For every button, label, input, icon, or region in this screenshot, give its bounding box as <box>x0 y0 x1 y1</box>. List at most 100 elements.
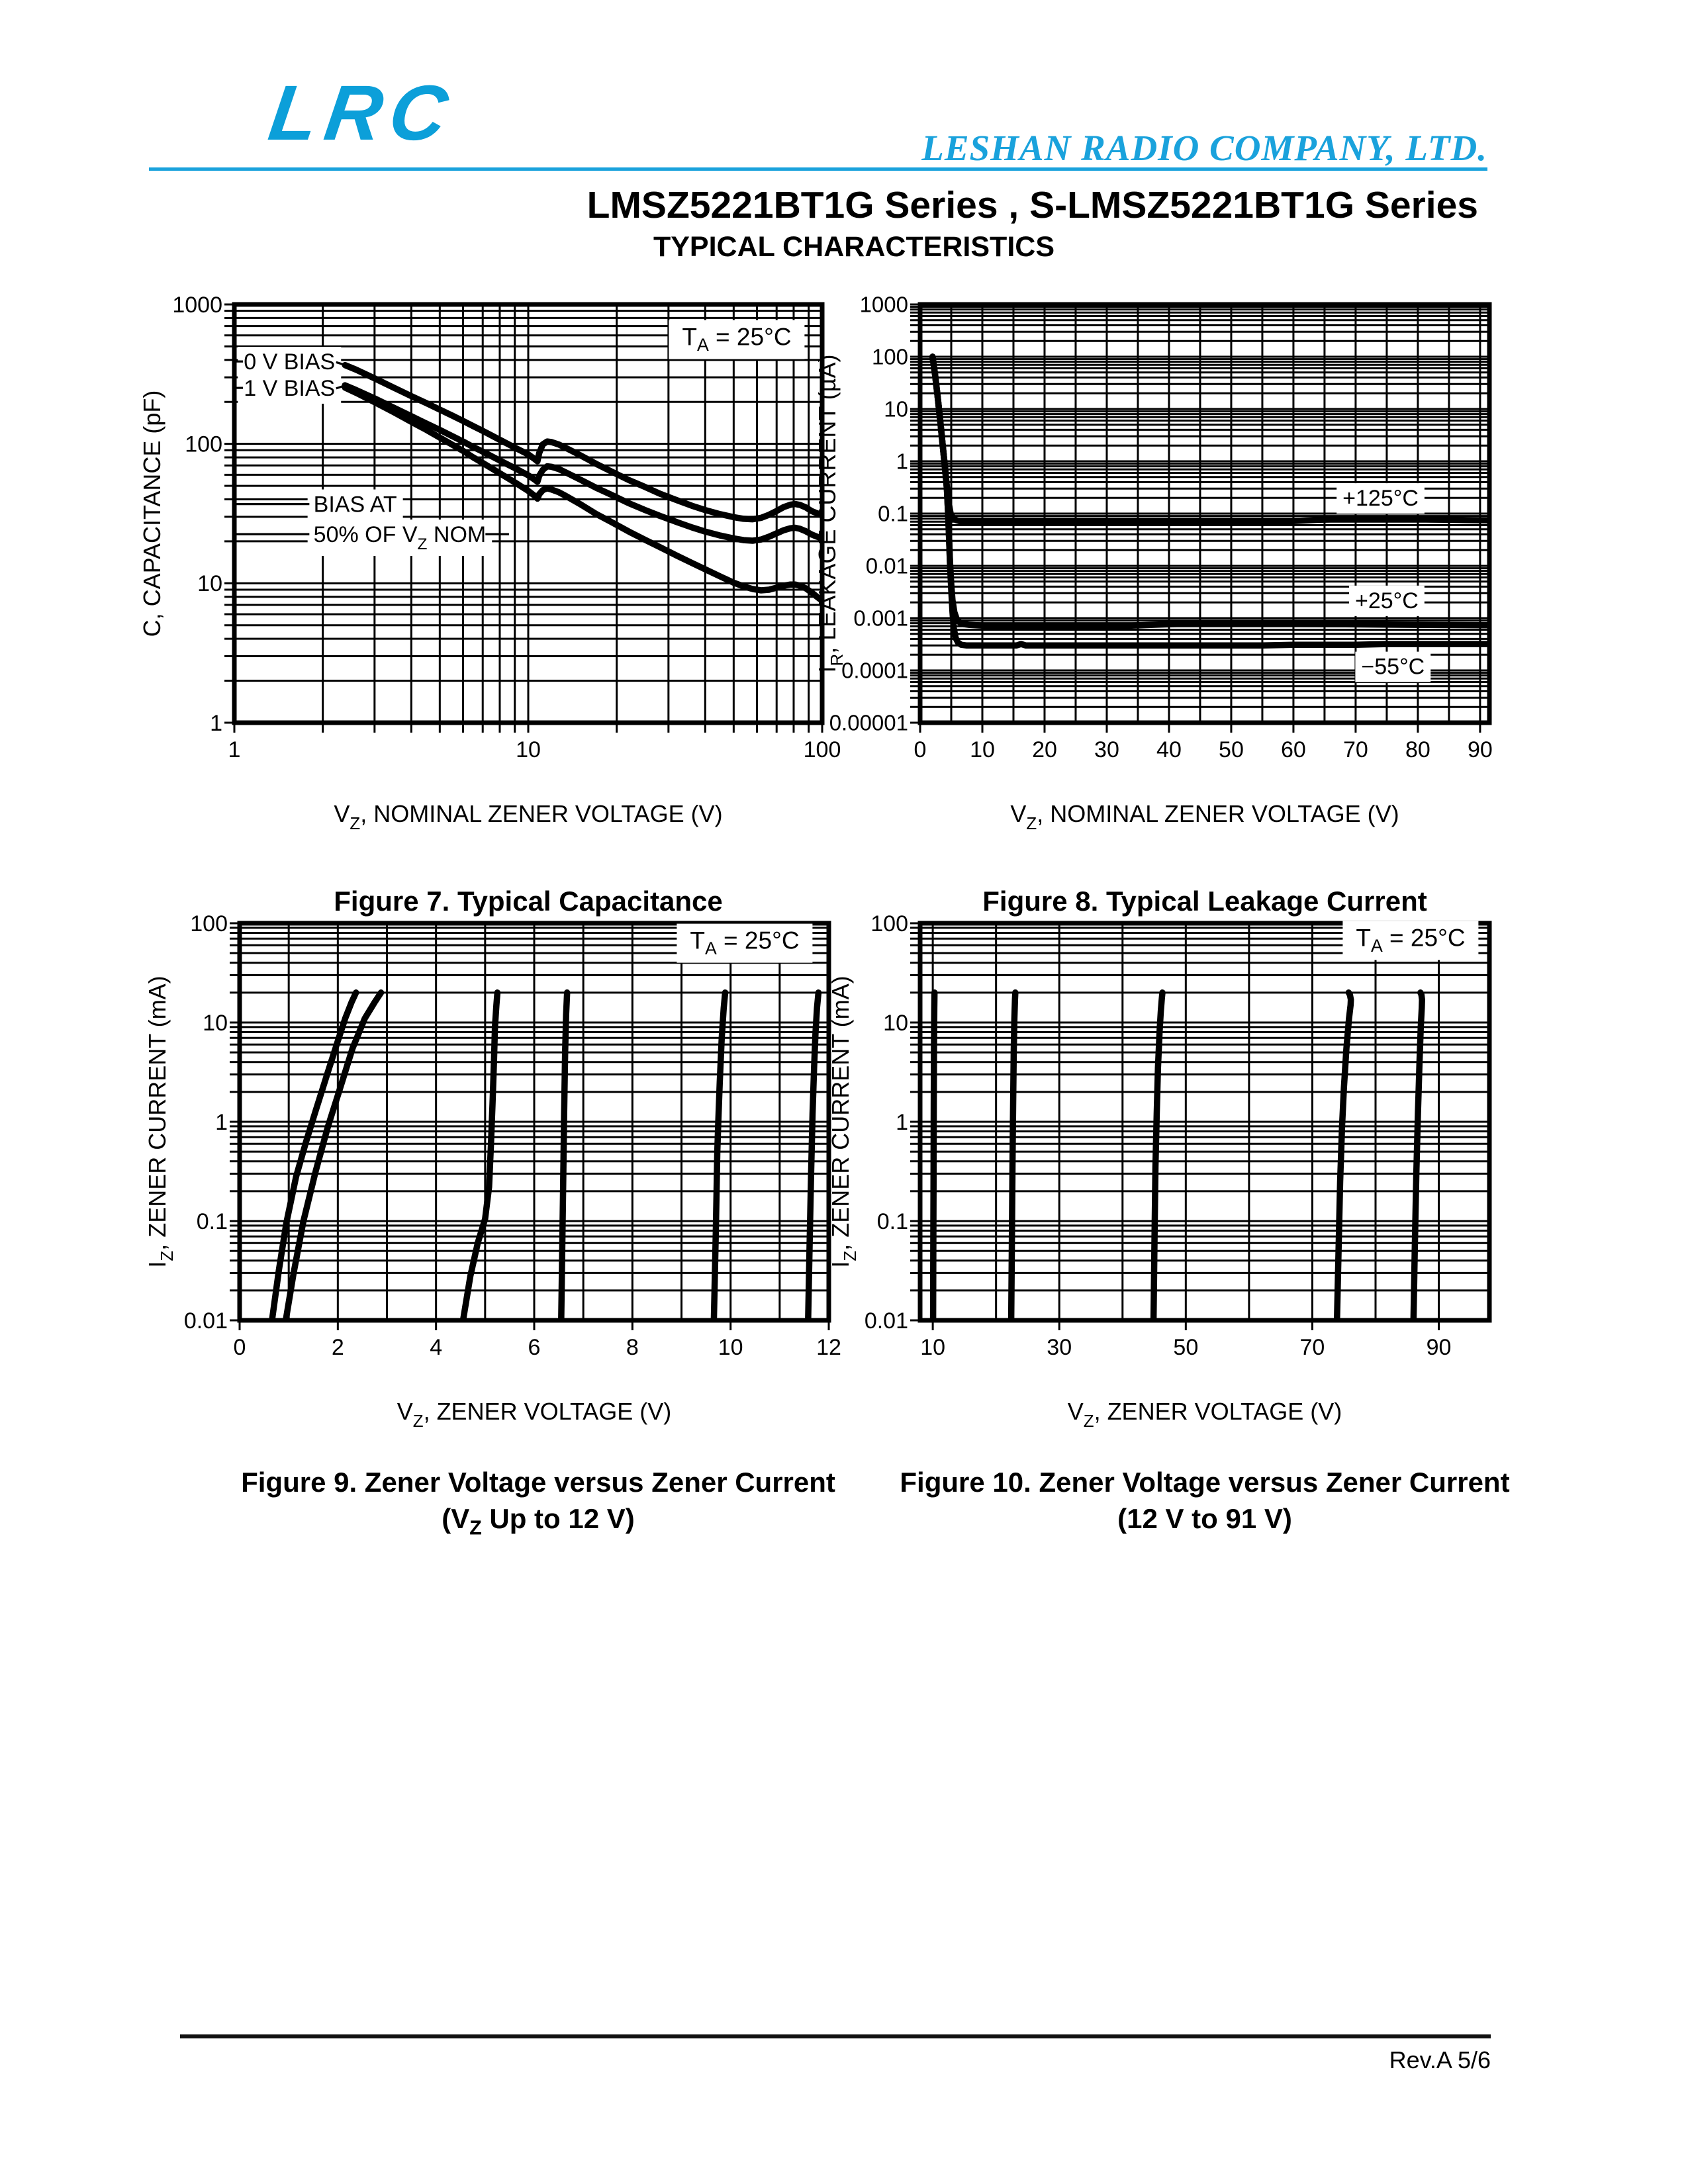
x-axis-title: VZ, ZENER VOLTAGE (V) <box>1068 1398 1342 1431</box>
x-tick-labels: 0 10 20 30 40 50 60 70 80 90 <box>914 737 1493 762</box>
svg-text:0.00001: 0.00001 <box>829 711 908 735</box>
tick-stubs <box>230 922 830 1330</box>
y-axis-title: IR, LEAKAGE CURRENT (µA) <box>814 355 847 673</box>
curves <box>929 989 1425 1320</box>
svg-text:0.1: 0.1 <box>878 502 908 526</box>
figure8-leakage-chart: 0 10 20 30 40 50 60 70 80 90 1000 100 10 1 0.1 0.01 0.00… <box>814 293 1493 833</box>
y-tick-labels: 1000 100 10 1 <box>172 293 222 736</box>
footer-revision: Rev.A 5/6 <box>1389 2046 1491 2073</box>
svg-text:0.01: 0.01 <box>184 1308 228 1334</box>
svg-text:0.1: 0.1 <box>877 1209 908 1234</box>
svg-text:0.0001: 0.0001 <box>841 659 908 683</box>
svg-text:BIAS AT: BIAS AT <box>314 492 397 518</box>
y-tick-labels: 100 10 1 0.1 0.01 <box>184 911 228 1334</box>
svg-text:−55°C: −55°C <box>1361 655 1425 680</box>
svg-text:10: 10 <box>718 1335 743 1360</box>
svg-text:8: 8 <box>626 1335 639 1360</box>
figure7-caption: Figure 7. Typical Capacitance <box>197 883 859 919</box>
curves <box>269 989 822 1320</box>
curve-series-5 <box>1410 989 1425 1320</box>
svg-text:100: 100 <box>190 911 228 936</box>
curve-series-5 <box>710 989 729 1320</box>
x-tick-labels: 1 10 100 <box>228 737 841 762</box>
ta-annotation-fig7: TA = 25°C <box>669 320 805 359</box>
svg-text:0.01: 0.01 <box>865 1308 908 1334</box>
svg-text:10: 10 <box>883 1011 908 1036</box>
svg-text:10: 10 <box>203 1011 228 1036</box>
x-axis-title: VZ, NOMINAL ZENER VOLTAGE (V) <box>1010 800 1399 833</box>
figure9-caption: Figure 9. Zener Voltage versus Zener Cur… <box>197 1464 879 1542</box>
figure9-caption-line2: (VZ Up to 12 V) <box>442 1503 635 1539</box>
plot-frame <box>917 302 1492 725</box>
curves <box>342 361 822 604</box>
svg-text:30: 30 <box>1094 737 1119 762</box>
svg-text:100: 100 <box>872 345 908 369</box>
svg-text:12: 12 <box>816 1335 841 1360</box>
svg-text:1: 1 <box>210 711 222 736</box>
svg-text:0.01: 0.01 <box>866 554 908 578</box>
footer-rule <box>180 2034 1491 2038</box>
svg-text:0 V BIAS: 0 V BIAS <box>244 349 335 375</box>
curve-series-3 <box>459 989 501 1320</box>
svg-text:0.1: 0.1 <box>197 1209 228 1234</box>
svg-text:1: 1 <box>215 1110 228 1135</box>
plot-frame <box>917 921 1492 1323</box>
svg-text:10: 10 <box>197 571 222 596</box>
y-tick-labels: 1000 100 10 1 0.1 0.01 0.001 0.0001 0.00001 <box>829 293 908 735</box>
curve-series-2 <box>282 989 385 1320</box>
grid <box>920 922 1489 1322</box>
figure8-caption-line1: Figure 8. Typical Leakage Current <box>982 886 1427 917</box>
svg-text:100: 100 <box>804 737 841 762</box>
figure9-caption-line1: Figure 9. Zener Voltage versus Zener Cur… <box>241 1467 835 1498</box>
svg-text:1000: 1000 <box>172 293 222 318</box>
figure9-zener-voltage-chart: 0 2 4 6 8 10 12 100 10 1 0.1 0.01 VZ, ZENER VOLTAGE … <box>144 911 841 1431</box>
curve-series-1 <box>269 989 359 1320</box>
svg-text:+125°C: +125°C <box>1342 486 1419 511</box>
svg-text:0: 0 <box>914 737 927 762</box>
svg-text:10: 10 <box>884 397 908 422</box>
figure7-caption-line1: Figure 7. Typical Capacitance <box>334 886 723 917</box>
svg-text:+25°C: +25°C <box>1355 588 1419 614</box>
svg-text:1: 1 <box>228 737 241 762</box>
curve-bias-at-50-of-vz-nom <box>342 384 822 604</box>
svg-text:1: 1 <box>896 1110 908 1135</box>
chart-labels: +125°C +25°C −55°C <box>1336 483 1431 682</box>
figure10-caption-line2: (12 V to 91 V) <box>1117 1503 1292 1535</box>
svg-text:40: 40 <box>1156 737 1182 762</box>
y-axis-title: IZ, ZENER CURRENT (mA) <box>827 976 860 1267</box>
svg-text:100: 100 <box>870 911 908 936</box>
ta-annotation-fig9: TA = 25°C <box>677 923 813 963</box>
curve-series-4 <box>558 989 571 1320</box>
svg-text:30: 30 <box>1047 1335 1072 1360</box>
svg-text:0: 0 <box>234 1335 246 1360</box>
svg-text:1000: 1000 <box>860 293 908 317</box>
lrc-logo: LRC <box>263 69 461 157</box>
svg-text:90: 90 <box>1427 1335 1452 1360</box>
svg-text:10: 10 <box>920 1335 945 1360</box>
y-axis-title: C, CAPACITANCE (pF) <box>138 390 165 637</box>
y-axis-title: IZ, ZENER CURRENT (mA) <box>144 976 177 1267</box>
svg-text:70: 70 <box>1343 737 1368 762</box>
curves <box>929 353 1489 649</box>
x-tick-labels: 10 30 50 70 90 <box>920 1335 1451 1360</box>
ta-annotation-fig10: TA = 25°C <box>1342 921 1479 960</box>
svg-text:90: 90 <box>1468 737 1493 762</box>
figure10-zener-voltage-chart: 10 30 50 70 90 100 10 1 0.1 0.01 VZ, ZENER VOLTAGE… <box>827 911 1492 1431</box>
curve-0-v-bias <box>342 361 822 523</box>
svg-text:20: 20 <box>1032 737 1057 762</box>
header-rule <box>149 167 1487 171</box>
plot-frame <box>237 921 831 1323</box>
svg-text:50: 50 <box>1219 737 1244 762</box>
figure7-capacitance-chart: 1 10 100 1000 100 10 1 VZ, NOMINAL ZENER VOLTAG… <box>138 293 841 833</box>
svg-text:70: 70 <box>1300 1335 1325 1360</box>
svg-text:10: 10 <box>516 737 541 762</box>
x-tick-labels: 0 2 4 6 8 10 12 <box>234 1335 841 1360</box>
curve--55-c <box>929 353 1489 649</box>
svg-text:6: 6 <box>528 1335 541 1360</box>
svg-text:50% OF VZ NOM: 50% OF VZ NOM <box>314 522 487 553</box>
curve-series-3 <box>1150 989 1166 1320</box>
svg-text:100: 100 <box>185 432 222 457</box>
svg-text:50: 50 <box>1173 1335 1198 1360</box>
